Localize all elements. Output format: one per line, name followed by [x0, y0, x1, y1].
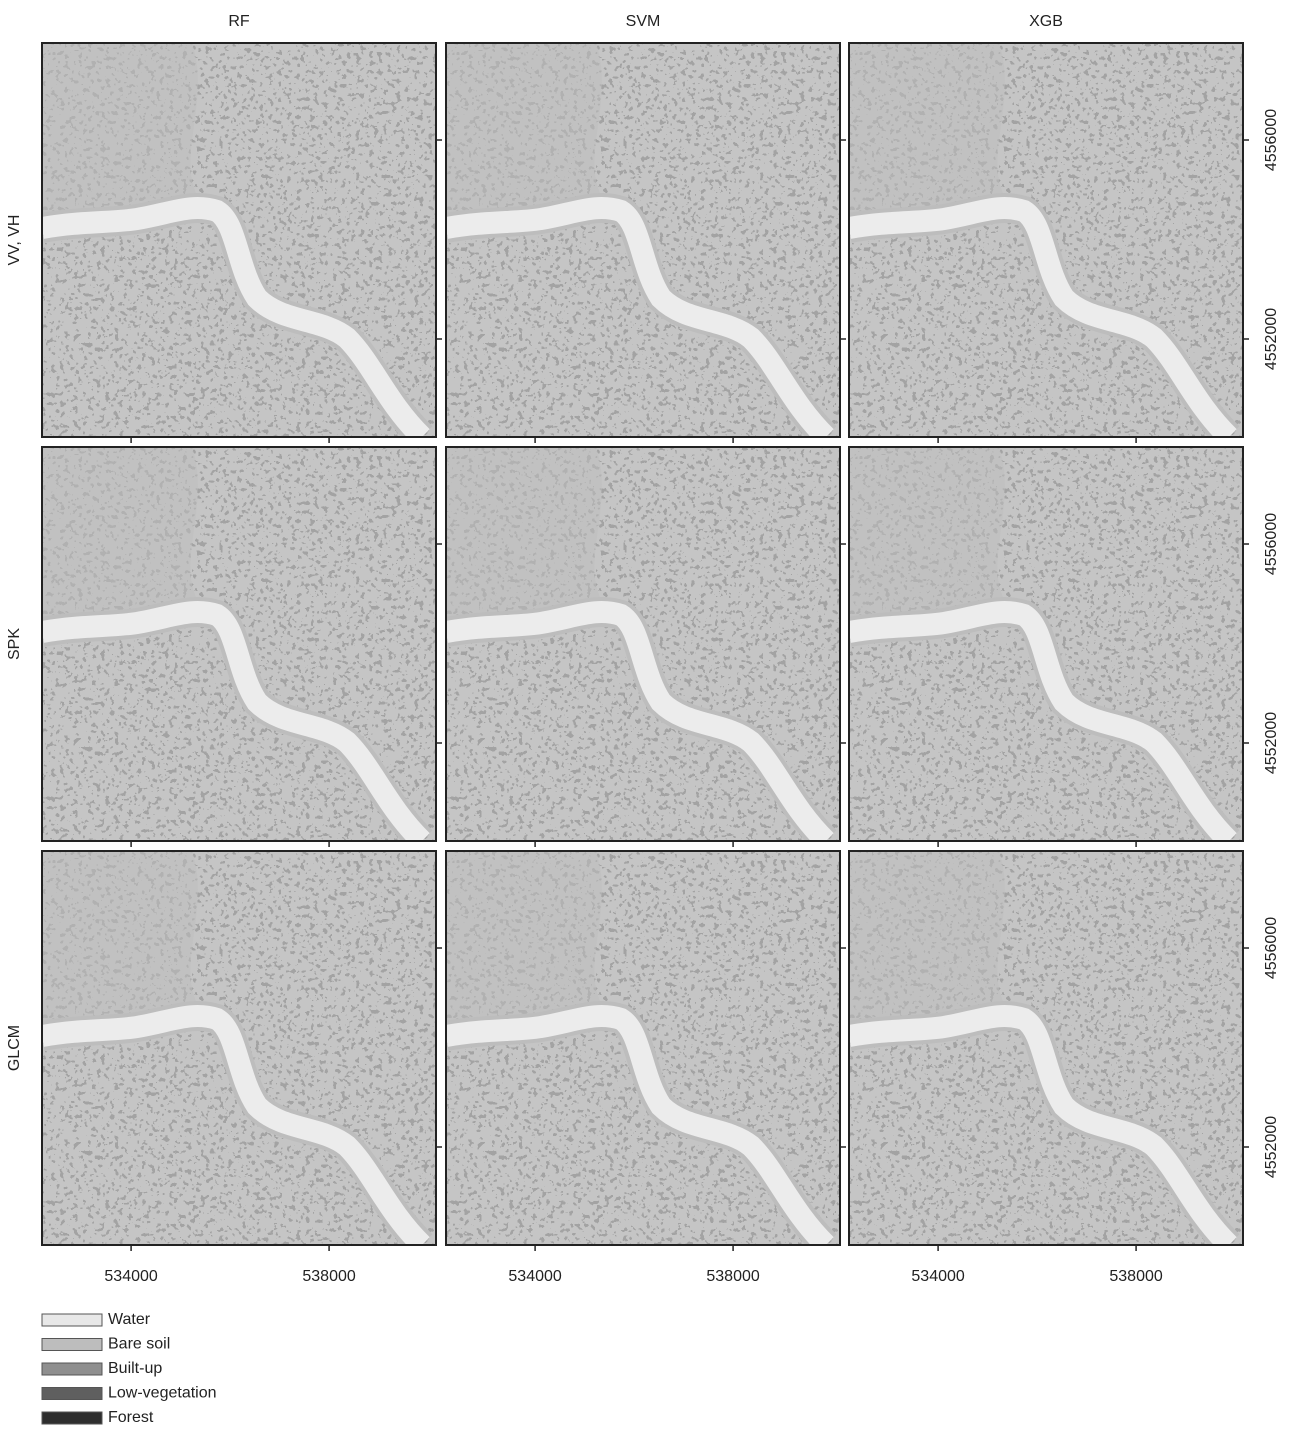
column-title: SVM: [626, 13, 661, 30]
map-panel: [446, 447, 840, 841]
x-tick-label: 538000: [1109, 1268, 1162, 1285]
y-tick-label: 4556000: [1263, 917, 1280, 979]
map-panel: [42, 43, 436, 437]
legend-swatch: [42, 1388, 102, 1400]
map-panel: [849, 851, 1243, 1245]
legend-swatch: [42, 1363, 102, 1375]
row-label: SPK: [6, 628, 23, 660]
map-panel: [849, 43, 1243, 437]
legend-label: Low-vegetation: [108, 1385, 217, 1402]
legend-label: Built-up: [108, 1360, 162, 1377]
map-panel: [849, 447, 1243, 841]
legend-label: Forest: [108, 1409, 154, 1426]
y-tick-label: 4556000: [1263, 109, 1280, 171]
y-tick-label: 4552000: [1263, 1116, 1280, 1178]
figure: RF SVM XGB VV, VH SPK GLCM 4556000 4552000 45560…: [0, 0, 1299, 1431]
x-tick-label: 534000: [104, 1268, 157, 1285]
legend-swatch: [42, 1339, 102, 1351]
legend-label: Water: [108, 1311, 151, 1328]
legend-swatch: [42, 1314, 102, 1326]
x-tick-label: 534000: [508, 1268, 561, 1285]
legend-swatch: [42, 1412, 102, 1424]
y-tick-label: 4556000: [1263, 513, 1280, 575]
row-label: GLCM: [6, 1025, 23, 1071]
x-tick-label: 534000: [911, 1268, 964, 1285]
row-label: VV, VH: [6, 215, 23, 266]
map-panel: [42, 447, 436, 841]
legend-label: Bare soil: [108, 1336, 170, 1353]
column-title: RF: [228, 13, 250, 30]
map-panel: [446, 43, 840, 437]
map-panel: [446, 851, 840, 1245]
column-title: XGB: [1029, 13, 1063, 30]
map-panel: [42, 851, 436, 1245]
x-tick-label: 538000: [706, 1268, 759, 1285]
x-tick-label: 538000: [302, 1268, 355, 1285]
y-tick-label: 4552000: [1263, 308, 1280, 370]
y-tick-label: 4552000: [1263, 712, 1280, 774]
